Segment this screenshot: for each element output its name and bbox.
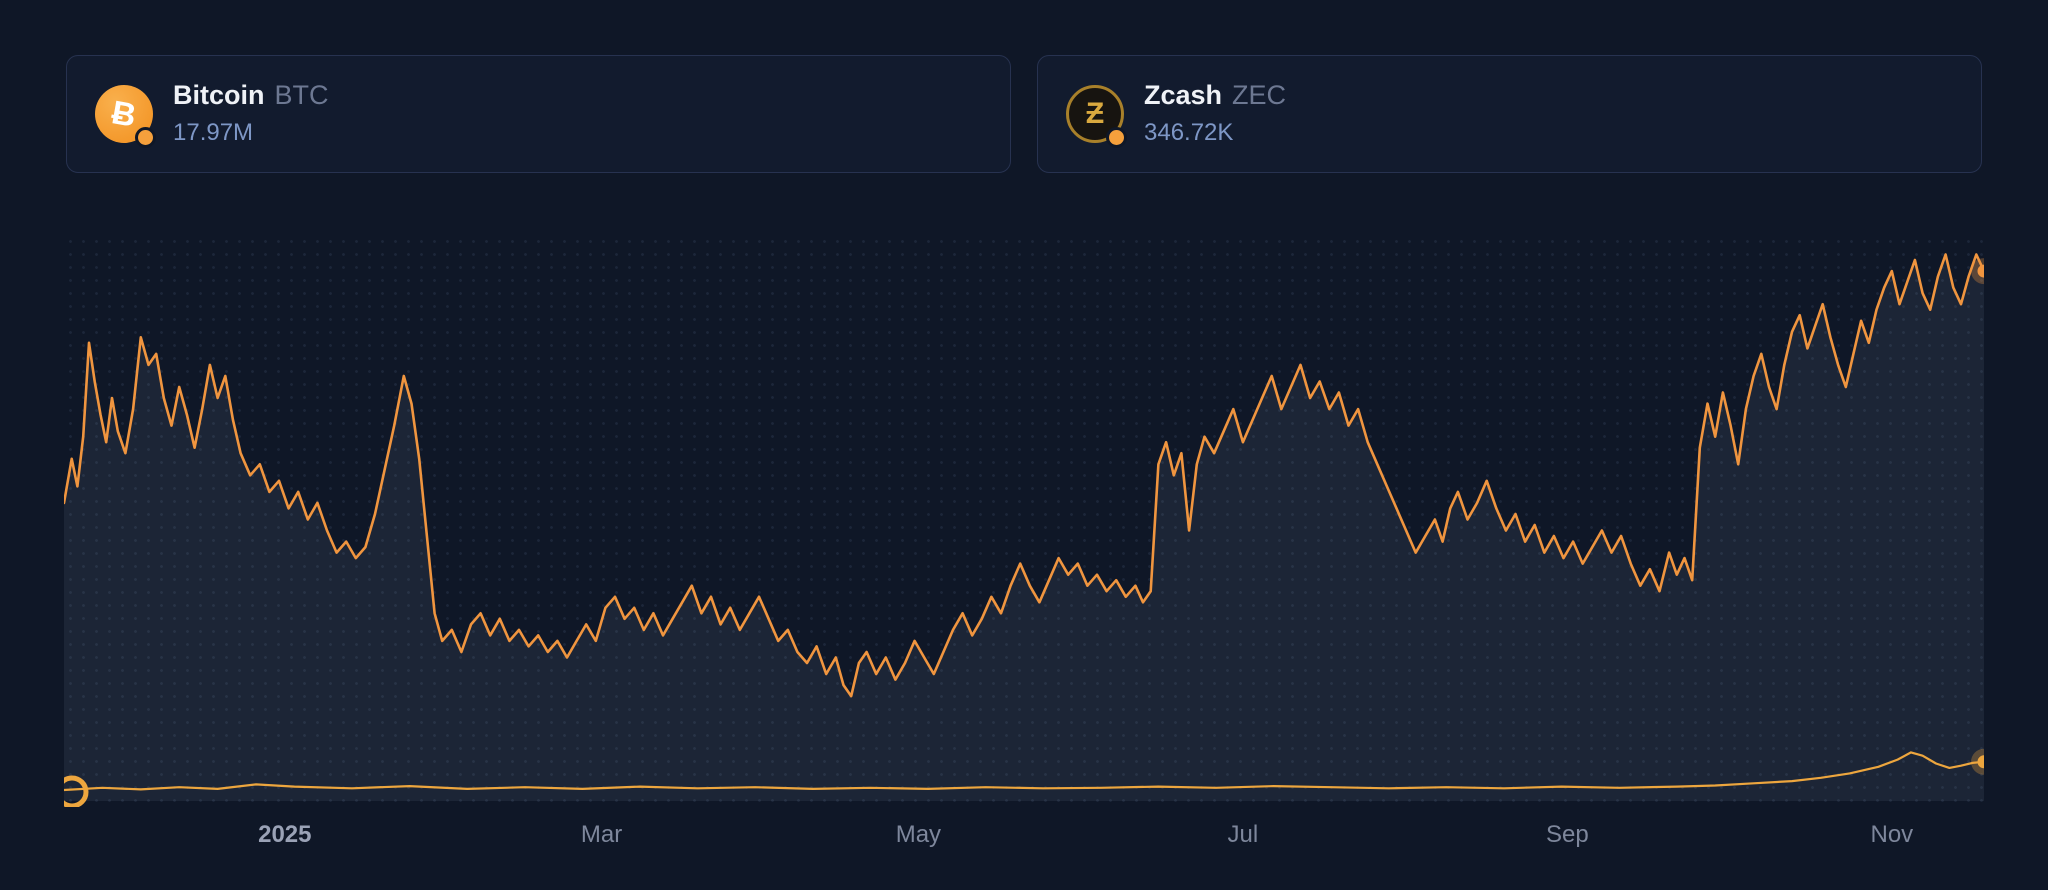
bitcoin-glyph: Ƀ (109, 93, 140, 134)
x-axis-label-mar: Mar (580, 821, 623, 848)
zec-endpoint-dot (1977, 755, 1984, 769)
x-axis-label-jul: Jul (1227, 821, 1259, 848)
coin-value: 17.97M (173, 118, 254, 146)
asset-card-zcash[interactable]: Ƶ Zcash ZEC 346.72K (1037, 55, 1982, 173)
x-axis-label-2025: 2025 (258, 821, 312, 848)
x-axis-label-sep: Sep (1546, 821, 1589, 848)
chart-canvas (64, 253, 1984, 807)
btc-line (64, 253, 1984, 698)
zec-start-ring (64, 775, 89, 807)
zcash-glyph: Ƶ (1085, 97, 1105, 130)
bitcoin-card-text: Bitcoin BTC 17.97M (173, 80, 329, 147)
x-axis-label-nov: Nov (1870, 821, 1914, 848)
coin-name: Bitcoin (173, 80, 265, 111)
coin-value: 346.72K (1144, 118, 1234, 146)
coin-symbol: BTC (274, 80, 329, 111)
btc-area-fill (64, 254, 1984, 801)
asset-card-bitcoin[interactable]: Ƀ Bitcoin BTC 17.97M (66, 55, 1011, 173)
coin-symbol: ZEC (1232, 80, 1287, 111)
bitcoin-icon: Ƀ (95, 85, 156, 148)
x-axis: 2025 Mar May Jul Sep Nov (64, 807, 1984, 863)
series-color-badge (135, 127, 156, 148)
zcash-card-text: Zcash ZEC 346.72K (1144, 80, 1287, 147)
zcash-icon: Ƶ (1066, 85, 1127, 148)
asset-cards-row: Ƀ Bitcoin BTC 17.97M Ƶ Zcash ZEC 346.72K (0, 0, 2048, 173)
coin-name: Zcash (1144, 80, 1223, 111)
btc-endpoint-dot (1977, 264, 1984, 278)
x-axis-label-may: May (895, 821, 942, 848)
zec-line (64, 751, 1984, 792)
supply-comparison-chart[interactable] (64, 235, 1984, 807)
series-color-badge (1106, 127, 1127, 148)
